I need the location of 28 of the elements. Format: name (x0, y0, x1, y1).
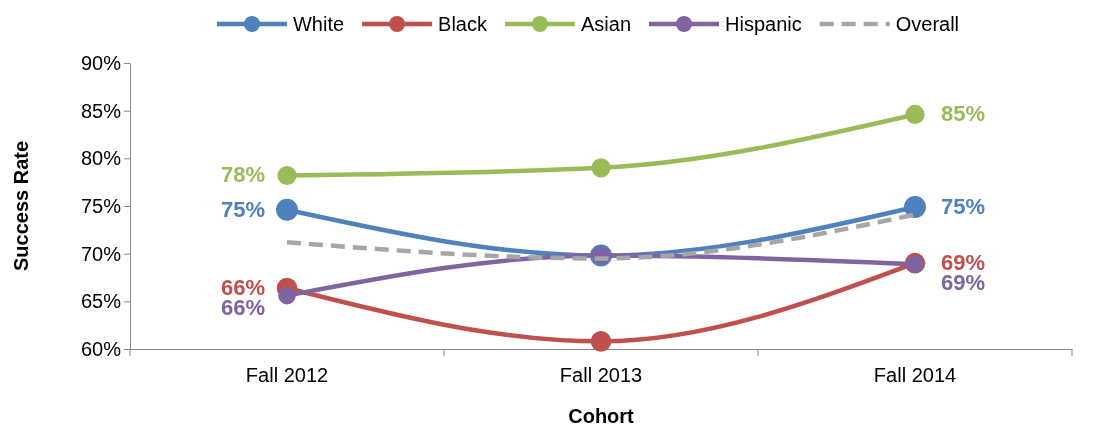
point (276, 198, 298, 221)
y-tick-label: 65% (80, 290, 122, 313)
y-tick-label: 70% (80, 242, 122, 265)
y-tick-label: 90% (80, 51, 122, 74)
point (278, 286, 296, 305)
data-label: 75% (220, 196, 265, 222)
data-label: 85% (941, 101, 986, 127)
x-tick-label: Fall 2012 (245, 364, 329, 386)
legend-label: Black (438, 13, 488, 35)
x-tick-label: Fall 2014 (873, 364, 957, 386)
point (590, 331, 612, 352)
legend-label: White (292, 13, 345, 35)
y-tick-label: 60% (80, 337, 122, 360)
point (277, 165, 297, 186)
y-axis-title: Success Rate (10, 140, 32, 272)
point (905, 104, 925, 125)
data-label: 78% (220, 162, 265, 188)
point (591, 158, 611, 178)
legend-label: Asian (580, 13, 631, 35)
y-tick-label: 75% (80, 194, 122, 217)
legend-label: Overall (895, 13, 960, 35)
y-tick-label: 85% (80, 99, 122, 122)
x-tick-label: Fall 2013 (559, 364, 643, 386)
legend-label: Hispanic (725, 13, 802, 35)
x-axis-title: Cohort (568, 405, 635, 427)
y-tick-label: 80% (80, 147, 122, 170)
point (904, 195, 926, 218)
data-label: 75% (941, 193, 986, 219)
